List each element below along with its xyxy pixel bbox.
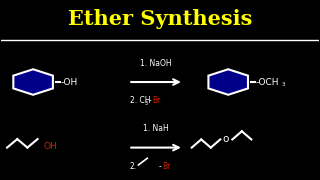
Text: 1. NaH: 1. NaH (143, 125, 169, 134)
Text: 3: 3 (281, 82, 285, 87)
Text: OH: OH (43, 142, 57, 151)
Polygon shape (13, 69, 53, 95)
Text: -OCH: -OCH (256, 78, 279, 87)
Polygon shape (208, 69, 248, 95)
Text: Ether Synthesis: Ether Synthesis (68, 9, 252, 29)
Text: 2. CH: 2. CH (130, 96, 150, 105)
Text: 2.: 2. (130, 162, 137, 171)
Text: -OH: -OH (61, 78, 78, 87)
Text: Br: Br (152, 96, 160, 105)
Text: -: - (148, 96, 151, 105)
Text: 3: 3 (145, 101, 148, 106)
Text: 1. NaOH: 1. NaOH (140, 59, 172, 68)
Text: -: - (159, 162, 162, 171)
Text: Br: Br (163, 162, 171, 171)
Text: o: o (222, 134, 228, 144)
